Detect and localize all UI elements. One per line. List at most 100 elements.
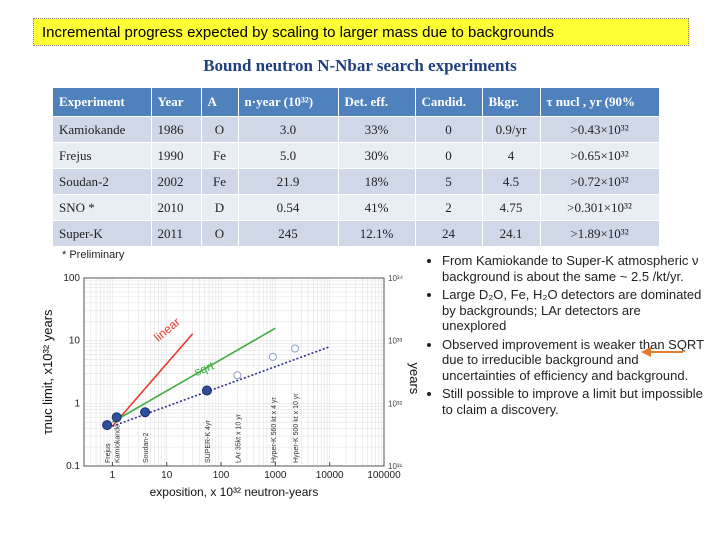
cell: 245 [238, 220, 339, 246]
header-tau: τ nucl , yr (90% [540, 88, 660, 117]
series-line [112, 327, 276, 423]
header-year: Year [151, 88, 202, 117]
banner-text: Incremental progress expected by scaling… [42, 24, 554, 41]
x-tick-label: 100 [213, 470, 230, 481]
cell: 33% [338, 116, 416, 143]
pointer-arrow-icon [641, 347, 683, 357]
cell: 24.1 [482, 220, 541, 246]
point-label: Hyper-K 500 kt x 10 yr [293, 393, 300, 463]
cell: >1.89×10³² [540, 220, 660, 246]
cell: Fe [201, 168, 239, 195]
point-label: Kamiokande [115, 424, 122, 463]
cell: 5.0 [238, 142, 339, 169]
cell: 1990 [151, 142, 202, 169]
data-point [268, 352, 277, 361]
cell: Super-K [53, 220, 152, 246]
table-footnote: * Preliminary [62, 249, 125, 261]
cell: >0.301×10³² [540, 194, 660, 221]
x-tick-label: 1000 [264, 470, 287, 481]
cell: 0.54 [238, 194, 339, 221]
limit-vs-exposition-chart: 1 10 100 1000 10000 100000 0.1 1 10 100 10³¹ 10³² 10… [40, 273, 420, 499]
table-row: Super-K 2011 O 245 12.1% 24 24.1 >1.89×1… [53, 220, 660, 246]
header-a: A [201, 88, 239, 117]
bullet-list: From Kamiokande to Super-K atmospheric ν… [428, 253, 704, 420]
cell: 3.0 [238, 116, 339, 143]
point-label: SUPER-K 4yr [205, 420, 212, 463]
cell: 0.9/yr [482, 116, 541, 143]
cell: Frejus [53, 142, 152, 169]
data-point [233, 371, 242, 380]
y-tick-label: 10 [69, 336, 81, 347]
cell: 2 [415, 194, 483, 221]
bullet-item: Observed improvement is weaker than SQRT… [442, 337, 704, 384]
y-right-tick-label: 10³¹ [388, 462, 403, 471]
header-det-eff: Det. eff. [338, 88, 416, 117]
header-experiment: Experiment [53, 88, 152, 117]
banner: Incremental progress expected by scaling… [33, 18, 689, 46]
cell: >0.72×10³² [540, 168, 660, 195]
cell: 24 [415, 220, 483, 246]
y-right-tick-label: 10³³ [388, 337, 403, 346]
y-tick-label: 100 [63, 273, 80, 284]
header-candid: Candid. [415, 88, 483, 117]
y-right-tick-label: 10³² [388, 399, 403, 408]
cell: Soudan-2 [53, 168, 152, 195]
cell: 1986 [151, 116, 202, 143]
table-row: Kamiokande 1986 O 3.0 33% 0 0.9/yr >0.43… [53, 116, 660, 143]
cell: 2002 [151, 168, 202, 195]
bullet-item: Still possible to improve a limit but im… [442, 386, 704, 417]
x-tick-label: 10000 [316, 470, 344, 481]
y-tick-label: 0.1 [66, 461, 80, 472]
series-line [111, 333, 194, 427]
point-label: Soudan-2 [143, 433, 150, 463]
series-line [112, 345, 330, 428]
cell: Fe [201, 142, 239, 169]
point-label: Hyper-K 560 kt x 4 yr [271, 397, 278, 463]
table-row: Soudan-2 2002 Fe 21.9 18% 5 4.5 >0.72×10… [53, 168, 660, 195]
header-bkgr: Bkgr. [482, 88, 541, 117]
x-tick-label: 100000 [367, 470, 401, 481]
data-point [102, 420, 113, 431]
y-axis-right-label: years [407, 362, 420, 394]
cell: D [201, 194, 239, 221]
cell: 12.1% [338, 220, 416, 246]
cell: 2010 [151, 194, 202, 221]
cell: 0 [415, 116, 483, 143]
cell: 5 [415, 168, 483, 195]
cell: 41% [338, 194, 416, 221]
cell: O [201, 220, 239, 246]
y-axis-label: τnuc limit, x10³² years [40, 309, 55, 435]
y-right-tick-label: 10³⁴ [388, 274, 404, 283]
cell: 4.75 [482, 194, 541, 221]
cell: 21.9 [238, 168, 339, 195]
bullet-item: From Kamiokande to Super-K atmospheric ν… [442, 253, 704, 284]
plot-frame [83, 277, 385, 467]
point-label: Frejus [105, 443, 112, 463]
cell: >0.65×10³² [540, 142, 660, 169]
point-label: LAr 35kt x 10 yr [235, 413, 242, 463]
cell: >0.43×10³² [540, 116, 660, 143]
table-row: Frejus 1990 Fe 5.0 30% 0 4 >0.65×10³² [53, 142, 660, 169]
cell: Kamiokande [53, 116, 152, 143]
cell: O [201, 116, 239, 143]
x-tick-label: 1 [110, 470, 116, 481]
cell: 18% [338, 168, 416, 195]
cell: 4 [482, 142, 541, 169]
data-point [201, 385, 212, 396]
x-axis-label: exposition, x 10³² neutron-years [150, 485, 319, 499]
data-point [140, 407, 151, 418]
header-n-year: n·year (10³²) [238, 88, 339, 117]
experiments-table: Experiment Year A n·year (10³²) Det. eff… [53, 88, 660, 246]
page-title: Bound neutron N-Nbar search experiments [203, 56, 517, 75]
cell: 0 [415, 142, 483, 169]
cell: 30% [338, 142, 416, 169]
x-tick-label: 10 [161, 470, 173, 481]
table-row: SNO * 2010 D 0.54 41% 2 4.75 >0.301×10³² [53, 194, 660, 221]
cell: 2011 [151, 220, 202, 246]
data-point [291, 344, 300, 353]
cell: SNO * [53, 194, 152, 221]
cell: 4.5 [482, 168, 541, 195]
table-header-row: Experiment Year A n·year (10³²) Det. eff… [53, 88, 660, 117]
y-tick-label: 1 [74, 398, 80, 409]
bullet-item: Large D₂O, Fe, H₂O detectors are dominat… [442, 287, 704, 334]
